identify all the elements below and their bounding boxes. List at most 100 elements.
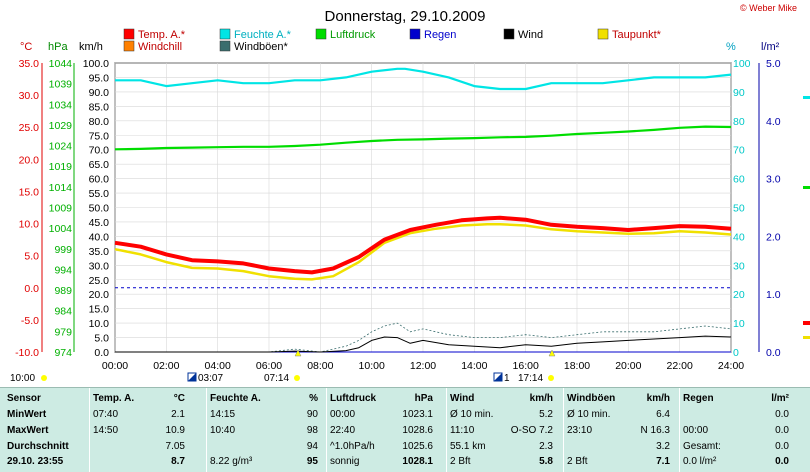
series-wind [115, 335, 732, 353]
tick-lm2: 3.0 [766, 174, 781, 186]
legend-label-humidity: Feuchte A.* [234, 29, 292, 41]
tick-percent: 60 [733, 174, 745, 186]
column-separator [679, 388, 680, 472]
tick-percent: 100 [733, 58, 751, 70]
tick-percent: 40 [733, 231, 745, 243]
legend-swatch-dewpoint [597, 28, 609, 40]
tick-hpa: 1044 [49, 58, 73, 70]
table-cell-value: 90 [306, 409, 318, 420]
tick-kmh: 0.0 [94, 347, 109, 359]
tick-celsius: 0.0 [24, 283, 39, 295]
column-separator [446, 388, 447, 472]
tick-x: 10:00 [359, 360, 385, 372]
tick-lm2: 0.0 [766, 347, 781, 359]
table-cell-value: 7.1 [656, 456, 670, 467]
tick-percent: 70 [733, 145, 745, 157]
tick-kmh: 30.0 [89, 260, 110, 272]
legend-swatch-gust [219, 40, 231, 52]
unit-lm2: l/m² [761, 41, 780, 53]
tick-celsius: 30.0 [19, 90, 40, 102]
table-cell-value: 0.0 [775, 456, 789, 467]
sunset-label: 17:14 [518, 373, 543, 384]
tick-kmh: 45.0 [89, 217, 110, 229]
axis-ticks: 35.0 30.0 25.0 20.0 15.0 10.0 5.0 0.0 -5.0 -10.0 1… [15, 58, 781, 372]
tick-hpa: 989 [54, 285, 72, 297]
table-cell-value: 1025.6 [402, 441, 433, 452]
copyright-label: © Weber Mike [740, 3, 797, 13]
tick-x: 22:00 [667, 360, 693, 372]
table-cell-sub: 14:50 [93, 425, 119, 436]
table-cell-sub: 07:40 [93, 409, 119, 420]
table-cell-value: 3.2 [656, 441, 670, 452]
sunset-dot [548, 375, 554, 381]
tick-x: 18:00 [564, 360, 590, 372]
legend-swatch-windchill [123, 40, 135, 52]
table-cell-sub: ^1.0hPa/h [330, 441, 375, 452]
unit-hpa: hPa [48, 41, 68, 53]
legend-label-pressure: Luftdruck [330, 29, 376, 41]
table-cell-value: 8.7 [171, 456, 185, 467]
legend-label-dewpoint: Taupunkt* [612, 29, 662, 41]
table-cell-sub: Gesamt: [683, 441, 721, 452]
column-separator [563, 388, 564, 472]
table-cell-sub: 0.0 l/m² [683, 456, 717, 467]
tick-kmh: 95.0 [89, 72, 110, 84]
tick-x: 02:00 [153, 360, 179, 372]
table-cell-sub: 55.1 km [450, 441, 486, 452]
tick-hpa: 974 [54, 347, 72, 359]
row-label: MaxWert [7, 425, 49, 436]
table-cell-sub: Ø 10 min. [567, 409, 611, 420]
table-cell-value: N 16.3 [640, 425, 670, 436]
tick-celsius: 20.0 [19, 154, 40, 166]
chart-title: Donnerstag, 29.10.2009 [325, 8, 486, 25]
edge-mark-temp [803, 321, 810, 325]
tick-hpa: 1004 [49, 223, 73, 235]
tick-kmh: 10.0 [89, 318, 110, 330]
table-cell-value: 10.9 [165, 425, 185, 436]
tick-kmh: 80.0 [89, 116, 110, 128]
tick-celsius: 10.0 [19, 219, 40, 231]
table-cell-value: 5.2 [539, 409, 553, 420]
table-cell-sub: 11:10 [450, 425, 475, 436]
row-label: MinWert [7, 409, 47, 420]
table-cell-value: 6.4 [656, 409, 670, 420]
tick-kmh: 25.0 [89, 275, 110, 287]
tick-hpa: 1029 [49, 120, 73, 132]
sun-markers: 03:07 07:14 10:00 1 17:14 [10, 349, 556, 384]
moonrise-label: 03:07 [198, 373, 223, 384]
row-label: Durchschnitt [7, 441, 69, 452]
table-cell-value: 1023.1 [402, 409, 433, 420]
legend-label-rain: Regen [424, 29, 456, 41]
column-unit: km/h [529, 393, 553, 404]
unit-percent: % [726, 41, 736, 53]
row-label: 29.10. 23:55 [7, 456, 64, 467]
table-cell-sub: 8.22 g/m³ [210, 456, 253, 467]
table-cell-value: 2.1 [171, 409, 185, 420]
tick-kmh: 60.0 [89, 174, 110, 186]
tick-hpa: 979 [54, 326, 72, 338]
tick-x: 08:00 [307, 360, 333, 372]
tick-kmh: 75.0 [89, 130, 110, 142]
tick-celsius: 5.0 [24, 251, 39, 263]
tick-celsius: 35.0 [19, 58, 40, 70]
moonrise-icon-shade [188, 373, 196, 381]
column-unit: l/m² [771, 393, 789, 404]
axis-unit-labels: °C hPa km/h% l/m² [20, 41, 780, 53]
statistics-table: Sensor MinWert MaxWert Durchschnitt 29.10. 2… [0, 387, 810, 472]
series-temp-a [114, 215, 732, 275]
table-cell-sub: 00:00 [330, 409, 356, 420]
table-cell-value: 0.0 [775, 441, 789, 452]
tick-x: 12:00 [410, 360, 436, 372]
table-cell-value: 1028.6 [402, 425, 433, 436]
table-cell-value: 5.8 [539, 456, 553, 467]
legend: Temp. A.* Feuchte A.* Luftdruck Regen Wind Ta… [123, 28, 662, 53]
tick-kmh: 50.0 [89, 203, 110, 215]
tick-kmh: 5.0 [94, 333, 109, 345]
column-header: Luftdruck [330, 393, 377, 404]
tick-percent: 50 [733, 203, 745, 215]
tick-x: 16:00 [513, 360, 539, 372]
tick-x: 04:00 [205, 360, 231, 372]
column-separator [206, 388, 207, 472]
column-header: Temp. A. [93, 393, 135, 404]
tick-celsius: 15.0 [19, 186, 40, 198]
